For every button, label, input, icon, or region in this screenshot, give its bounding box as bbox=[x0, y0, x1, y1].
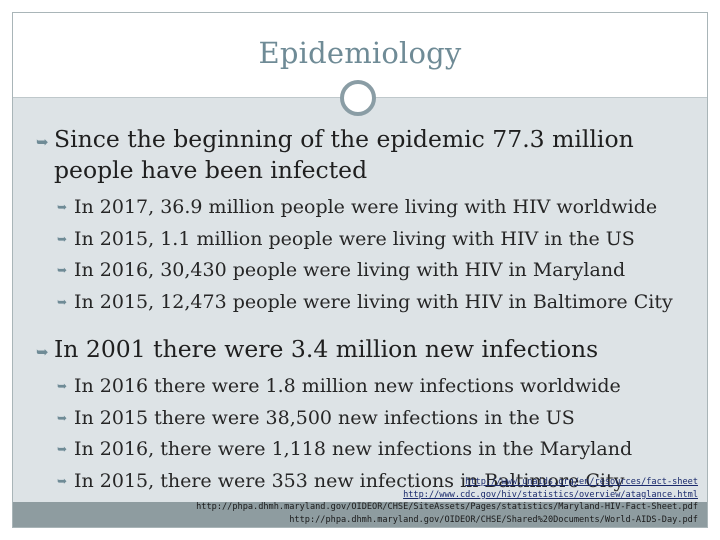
bullet-text: In 2015, 12,473 people were living with … bbox=[74, 290, 673, 313]
bullet-arrow-icon: ➥ bbox=[57, 473, 68, 488]
list-item: ➥ In 2015 there were 38,500 new infection… bbox=[36, 403, 696, 435]
source-links: http://www.unaids.org/en/resources/fact-… bbox=[138, 476, 698, 526]
bullet-arrow-icon: ➥ bbox=[57, 410, 68, 425]
list-item: ➥ In 2016 there were 1.8 million new infe… bbox=[36, 371, 696, 403]
section-heading: ➥ In 2001 there were 3.4 million new inf… bbox=[36, 334, 696, 365]
source-link-cdc[interactable]: http://www.cdc.gov/hiv/statistics/overvi… bbox=[403, 489, 698, 500]
bullet-text: In 2015, there were 353 new infections i… bbox=[74, 469, 625, 492]
bullet-text: In 2016 there were 1.8 million new infec… bbox=[74, 375, 621, 397]
content-background bbox=[13, 98, 707, 502]
section-heading-text: In 2001 there were 3.4 million new infec… bbox=[54, 335, 599, 363]
bullet-arrow-icon: ➥ bbox=[57, 379, 68, 393]
bullet-list: ➥ In 2016 there were 1.8 million new infe… bbox=[36, 371, 696, 497]
list-item: ➥ In 2017, 36.9 million people were livin… bbox=[36, 192, 696, 224]
list-item: ➥ In 2015, 1.1 million people were living… bbox=[36, 224, 696, 256]
bottom-bar bbox=[13, 502, 707, 527]
bullet-text: In 2016, 30,430 people were living with … bbox=[74, 259, 626, 281]
bullet-text: In 2017, 36.9 million people were living… bbox=[74, 196, 658, 218]
bullet-text: In 2015 there were 38,500 new infections… bbox=[74, 406, 575, 429]
source-link-maryland-fact-sheet[interactable]: http://phpa.dhmh.maryland.gov/OIDEOR/CHS… bbox=[196, 502, 698, 513]
bullet-arrow-icon: ➥ bbox=[36, 343, 49, 361]
slide-title: Epidemiology bbox=[258, 36, 462, 70]
section-heading-text: Since the beginning of the epidemic 77.3… bbox=[54, 125, 634, 184]
bullet-arrow-icon: ➥ bbox=[57, 442, 68, 456]
bullet-arrow-icon: ➥ bbox=[57, 200, 68, 214]
slide-content: ➥ Since the beginning of the epidemic 77… bbox=[36, 124, 696, 513]
bullet-arrow-icon: ➥ bbox=[36, 133, 49, 151]
bullet-arrow-icon: ➥ bbox=[57, 294, 68, 309]
list-item: ➥ In 2015, there were 353 new infections … bbox=[36, 466, 696, 498]
list-item: ➥ In 2015, 12,473 people were living with… bbox=[36, 287, 696, 319]
bullet-arrow-icon: ➥ bbox=[57, 263, 68, 277]
bullet-arrow-icon: ➥ bbox=[57, 231, 68, 246]
list-item: ➥ In 2016, 30,430 people were living with… bbox=[36, 255, 696, 287]
list-item: ➥ In 2016, there were 1,118 new infection… bbox=[36, 434, 696, 466]
source-link-world-aids-day[interactable]: http://phpa.dhmh.maryland.gov/OIDEOR/CHS… bbox=[289, 514, 698, 525]
bullet-text: In 2015, 1.1 million people were living … bbox=[74, 227, 635, 250]
section-heading: ➥ Since the beginning of the epidemic 77… bbox=[36, 124, 696, 186]
source-link-unaids[interactable]: http://www.unaids.org/en/resources/fact-… bbox=[465, 477, 698, 487]
ring-ornament-icon bbox=[340, 80, 376, 116]
bullet-list: ➥ In 2017, 36.9 million people were livin… bbox=[36, 192, 696, 318]
bullet-text: In 2016, there were 1,118 new infections… bbox=[74, 438, 633, 460]
